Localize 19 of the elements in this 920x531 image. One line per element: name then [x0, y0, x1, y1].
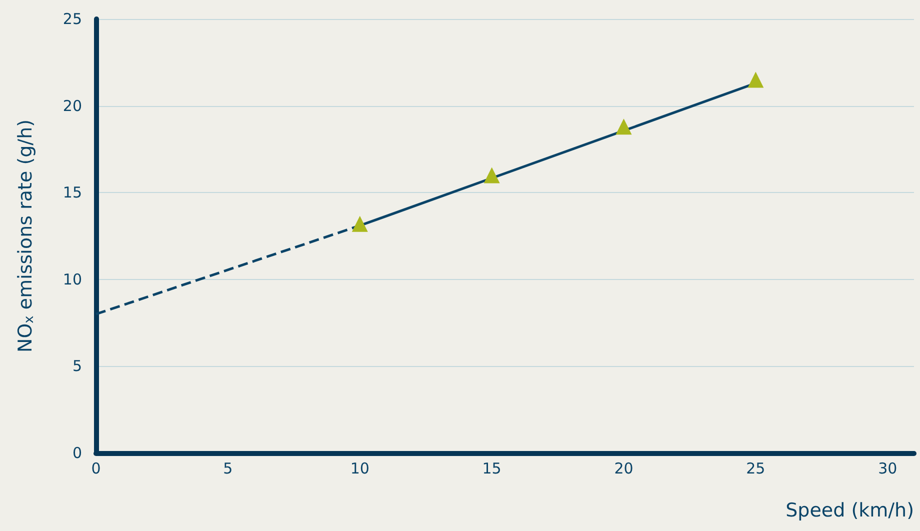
point: [484, 167, 500, 184]
y-tick-label: 25: [62, 10, 82, 28]
x-tick-label: 5: [223, 460, 233, 478]
x-tick-label: 25: [746, 460, 766, 478]
x-tick-label: 0: [91, 460, 101, 478]
x-tick-label: 30: [878, 460, 898, 478]
point: [616, 118, 632, 135]
point: [748, 72, 764, 88]
x-tick-label: 20: [614, 460, 634, 478]
y-tick-label: 10: [62, 270, 82, 288]
x-axis-title: Speed (km/h): [786, 500, 914, 522]
y-tick-label: 15: [62, 184, 82, 202]
point: [352, 216, 368, 232]
y-tick-label: 20: [62, 96, 82, 115]
x-tick-label: 10: [350, 460, 370, 478]
x-tick-label: 15: [482, 460, 502, 478]
y-tick-label: 0: [72, 444, 82, 462]
y-tick-label: 5: [72, 357, 82, 376]
y-axis-title: NOx emissions rate (g/h): [14, 119, 37, 353]
